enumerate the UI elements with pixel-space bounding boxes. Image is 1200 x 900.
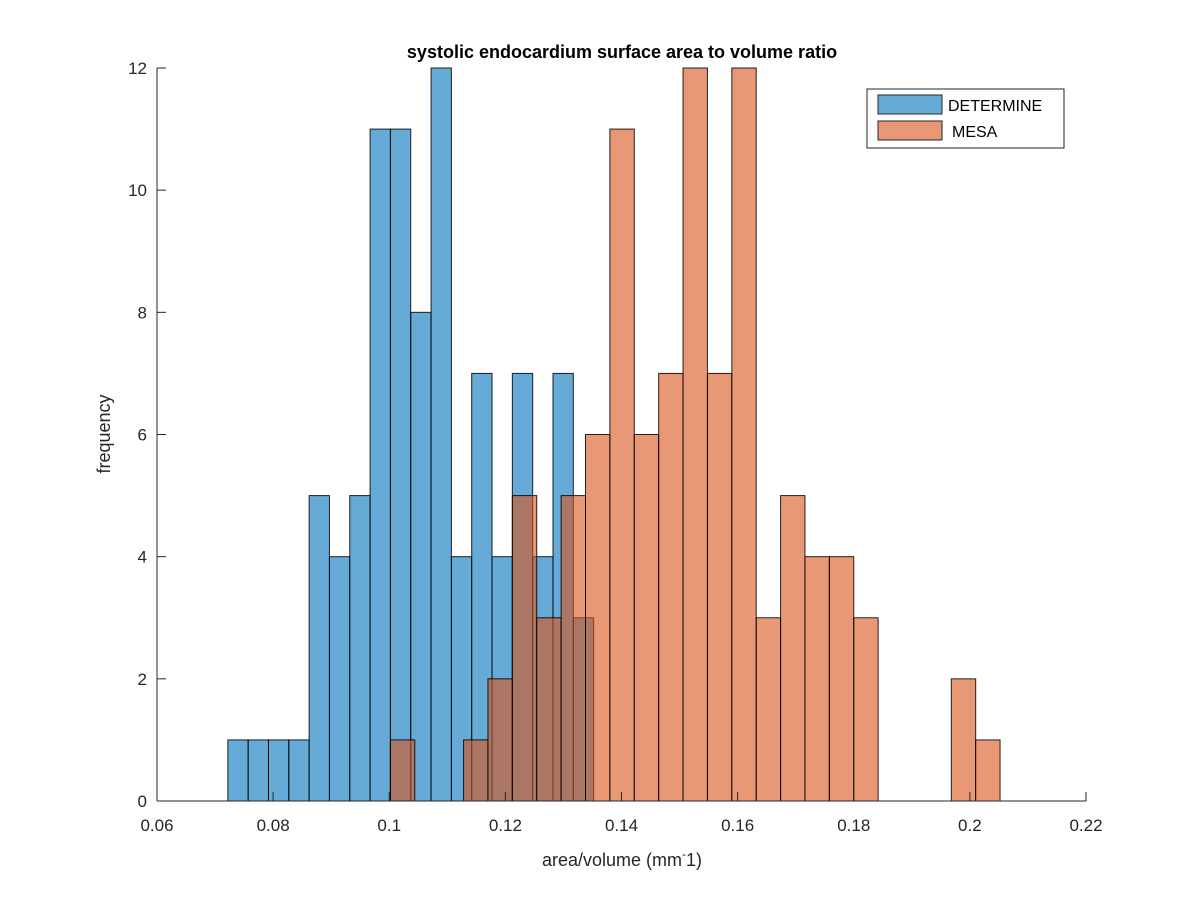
bar-mesa-13 bbox=[706, 372, 733, 802]
x-axis-title-superscript: - bbox=[682, 847, 686, 861]
bar-mesa-23 bbox=[950, 678, 977, 802]
bar-determine-9 bbox=[410, 311, 432, 802]
bar-mesa-19 bbox=[853, 617, 879, 802]
y-tick-label: 0 bbox=[138, 792, 147, 811]
bar-mesa-9 bbox=[609, 128, 635, 802]
x-tick-label: 0.1 bbox=[377, 816, 401, 835]
bar-determine-7 bbox=[369, 128, 391, 802]
bar-determine-0 bbox=[227, 739, 249, 802]
chart-title: systolic endocardium surface area to vol… bbox=[407, 42, 837, 62]
x-tick-label: 0.16 bbox=[721, 816, 754, 835]
bar-determine-5 bbox=[328, 556, 351, 802]
x-tick-label: 0.14 bbox=[605, 816, 638, 835]
bar-mesa-8 bbox=[585, 434, 611, 802]
bars-layer bbox=[227, 67, 1001, 802]
legend-label-mesa: MESA bbox=[952, 124, 998, 141]
legend-label-determine: DETERMINE bbox=[948, 98, 1042, 115]
bar-mesa-7 bbox=[560, 495, 587, 802]
bar-mesa-6 bbox=[536, 617, 562, 802]
x-axis-title: area/volume (mm-1) bbox=[542, 847, 702, 870]
bar-mesa-24 bbox=[975, 739, 1001, 802]
bar-mesa-10 bbox=[633, 434, 660, 802]
x-tick-label: 0.2 bbox=[958, 816, 982, 835]
bar-mesa-12 bbox=[682, 67, 708, 802]
legend-swatch-mesa bbox=[877, 120, 943, 141]
x-axis-title-main: area/volume (mm bbox=[542, 850, 682, 870]
bar-mesa-14 bbox=[731, 67, 757, 802]
ticks-layer: 0.06 0.08 0.1 0.12 0.14 0.16 0.18 0.2 0.22 0 2 4 6 8 1… bbox=[128, 59, 1102, 835]
bar-mesa-15 bbox=[755, 617, 782, 802]
bar-determine-6 bbox=[349, 495, 371, 802]
bar-determine-4 bbox=[308, 495, 330, 802]
y-tick-label: 4 bbox=[138, 548, 147, 567]
x-tick-label: 0.08 bbox=[257, 816, 290, 835]
y-tick-label: 12 bbox=[128, 59, 147, 78]
bar-mesa-17 bbox=[804, 556, 830, 802]
bar-mesa-18 bbox=[828, 556, 855, 802]
y-axis-title: frequency bbox=[94, 394, 114, 473]
bar-determine-10 bbox=[430, 67, 452, 802]
legend-swatch-determine bbox=[877, 94, 943, 115]
bar-determine-1 bbox=[247, 739, 269, 802]
bar-determine-3 bbox=[288, 739, 310, 802]
x-tick-label: 0.22 bbox=[1069, 816, 1102, 835]
bar-mesa-11 bbox=[658, 372, 684, 802]
x-tick-label: 0.06 bbox=[140, 816, 173, 835]
bar-mesa-4 bbox=[487, 678, 513, 802]
bar-mesa-5 bbox=[511, 495, 538, 802]
x-axis-title-suffix: 1) bbox=[686, 850, 702, 870]
bar-mesa-3 bbox=[463, 739, 489, 802]
legend: DETERMINE MESA bbox=[866, 88, 1065, 149]
bar-mesa-16 bbox=[780, 495, 806, 802]
y-tick-label: 10 bbox=[128, 181, 147, 200]
y-tick-label: 6 bbox=[138, 426, 147, 445]
bar-determine-8 bbox=[389, 128, 412, 802]
bar-determine-2 bbox=[267, 739, 290, 802]
bar-mesa-0 bbox=[389, 739, 416, 802]
x-tick-label: 0.12 bbox=[489, 816, 522, 835]
y-tick-label: 2 bbox=[138, 670, 147, 689]
y-tick-label: 8 bbox=[138, 303, 147, 322]
x-tick-label: 0.18 bbox=[837, 816, 870, 835]
